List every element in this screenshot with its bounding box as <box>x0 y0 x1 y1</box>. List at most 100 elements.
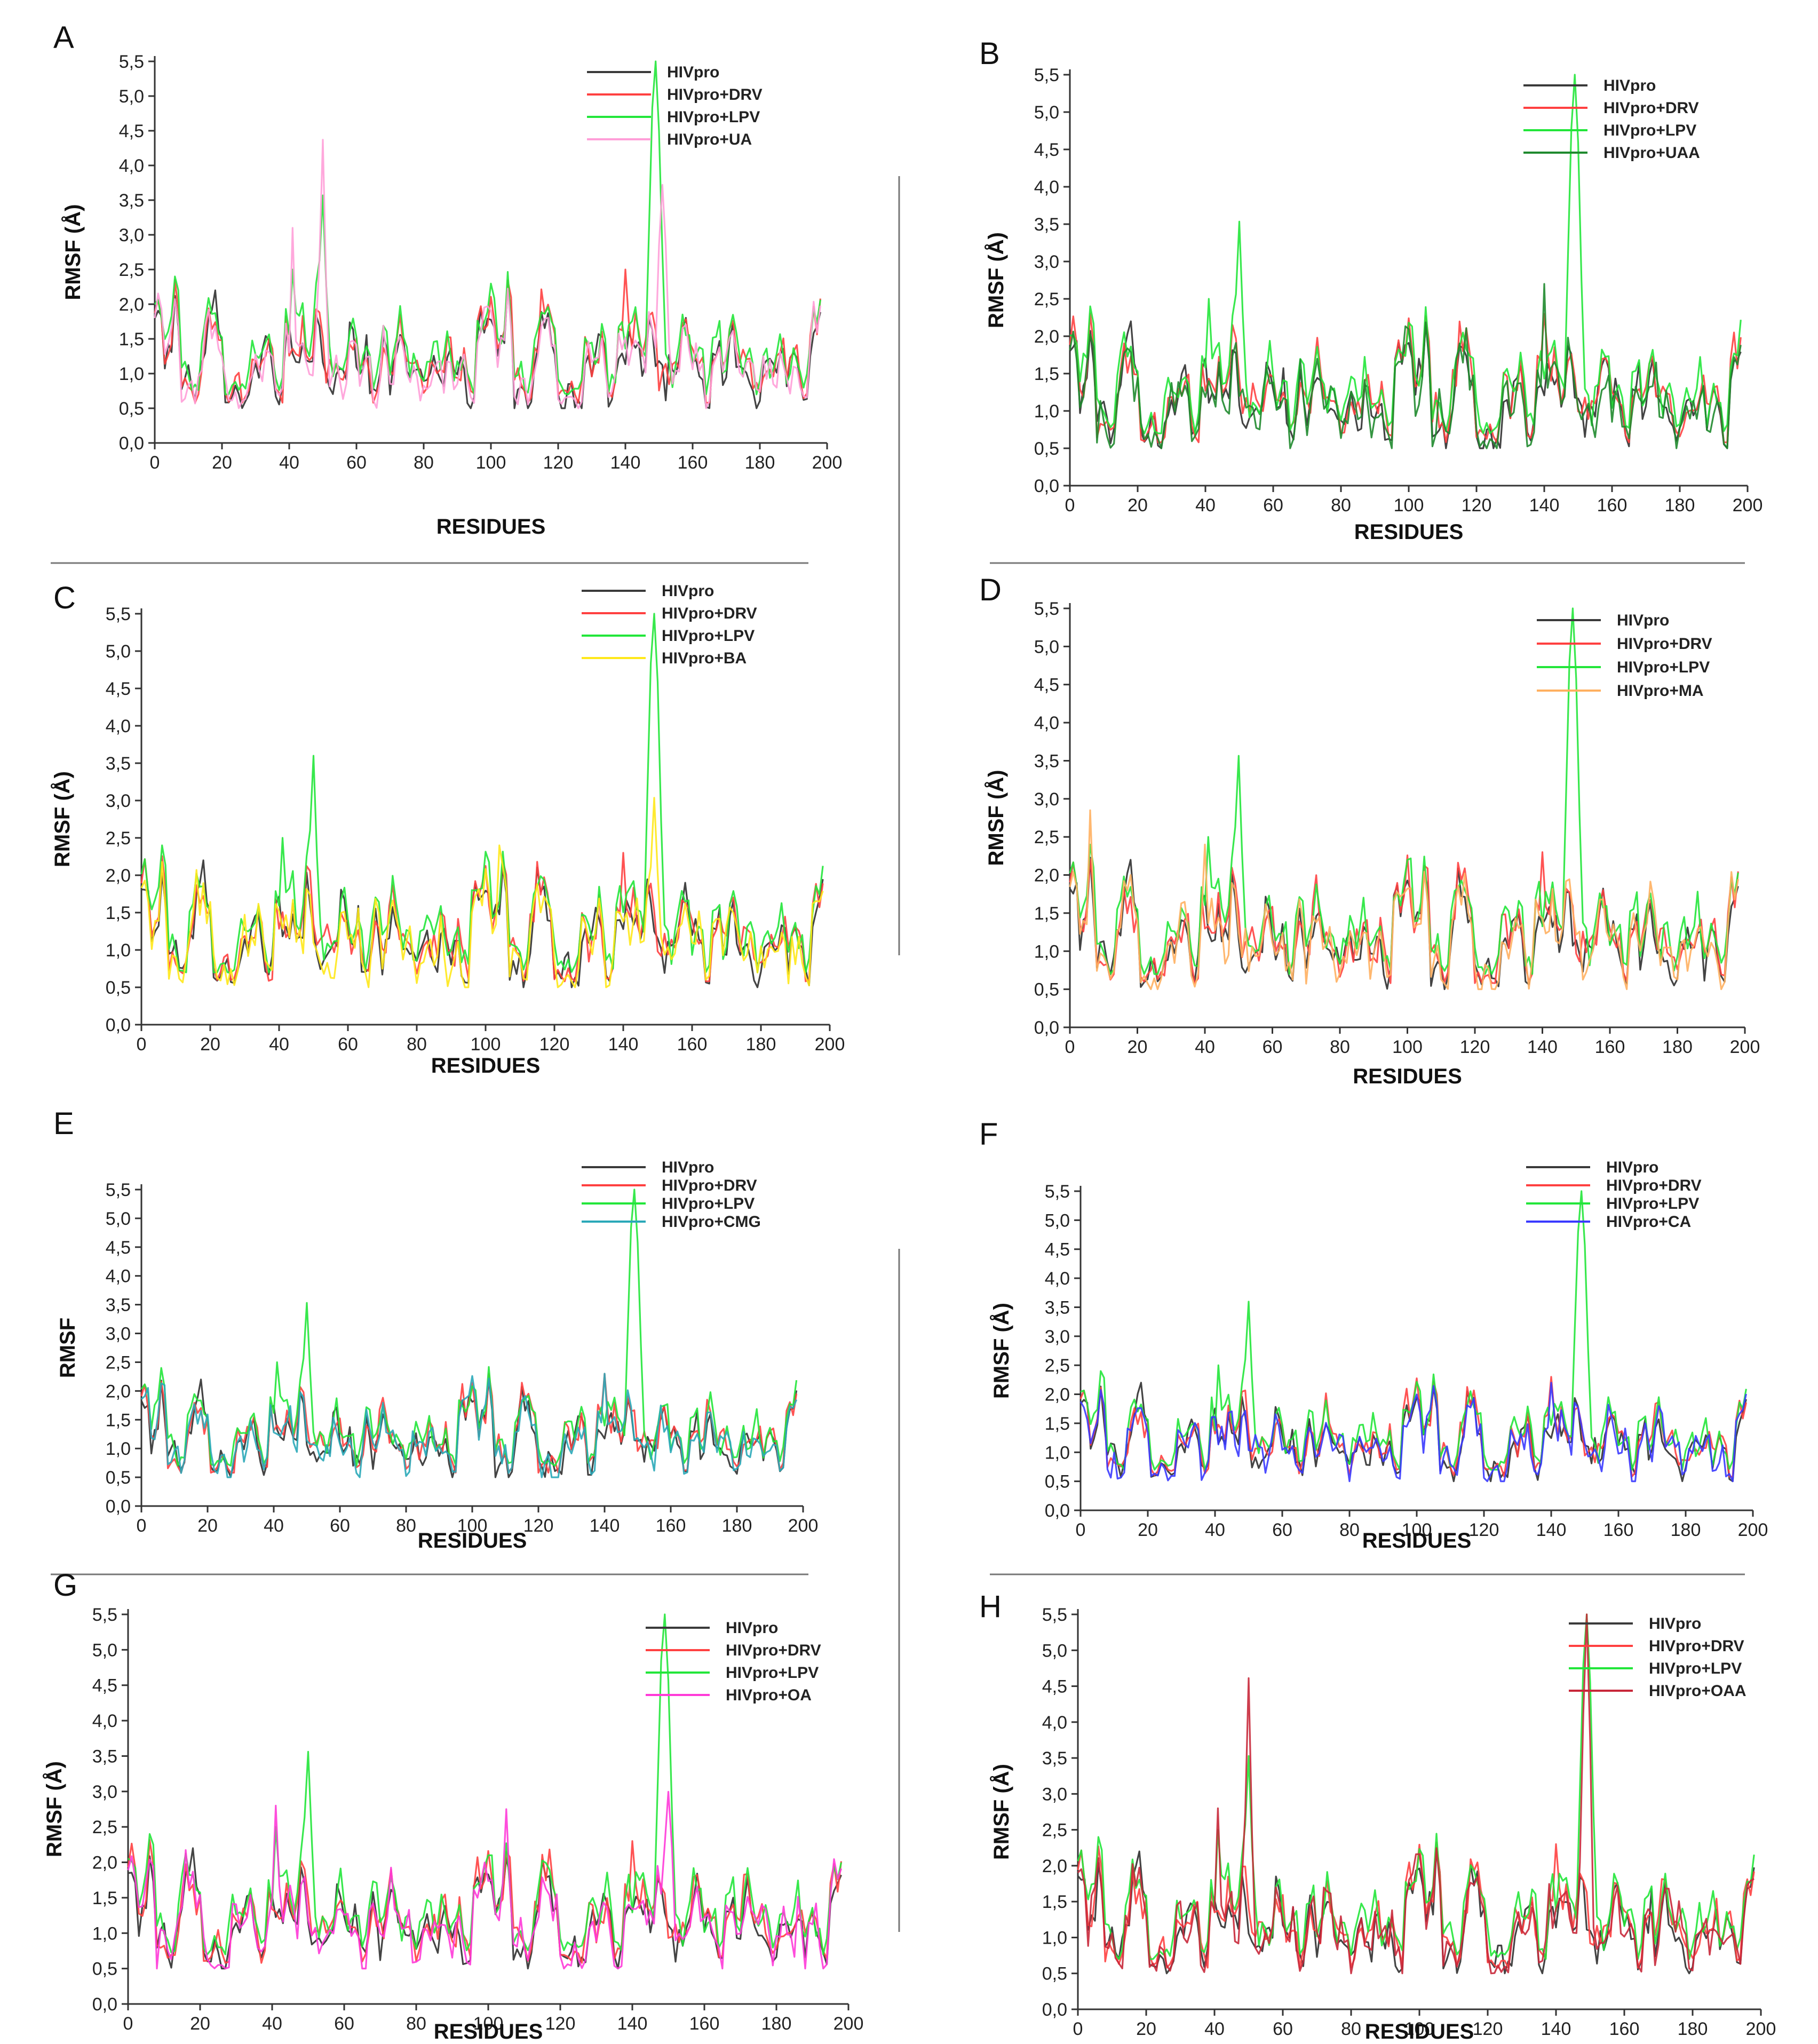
legend-label: HIVpro+DRV <box>662 1177 757 1194</box>
x-tick-label: 160 <box>656 1516 686 1536</box>
x-tick-label: 140 <box>1529 495 1560 516</box>
x-tick-label: 80 <box>406 2014 426 2034</box>
panel-E: E 0 20 40 60 80 100 120 140 160 180 200 0,0 0,5 1,0 1,5… <box>53 1106 818 1552</box>
y-tick-label: 4,5 <box>106 1238 131 1258</box>
x-tick-label: 80 <box>407 1034 427 1055</box>
legend-label: HIVpro+UAA <box>1603 144 1700 162</box>
y-tick-label: 3,5 <box>92 1746 117 1766</box>
y-tick-label: 0,0 <box>1042 2000 1067 2020</box>
y-tick-label: 0,5 <box>1042 1964 1067 1984</box>
x-tick-label: 160 <box>677 1034 708 1055</box>
legend-label: HIVpro <box>1649 1615 1701 1633</box>
x-tick-label: 200 <box>1733 495 1763 516</box>
y-tick-label: 5,5 <box>106 1180 131 1200</box>
y-tick-label: 5,0 <box>1034 637 1059 657</box>
legend-label: HIVpro+OA <box>726 1686 812 1704</box>
legend-label: HIVpro+DRV <box>1603 99 1699 117</box>
x-axis-title: RESIDUES <box>418 1529 527 1552</box>
x-tick-label: 80 <box>1339 1520 1360 1540</box>
x-tick-label: 100 <box>1392 1037 1423 1057</box>
x-tick-label: 40 <box>262 2014 282 2034</box>
y-tick-label: 0,0 <box>1045 1501 1070 1521</box>
panel-B: B 0 20 40 60 80 100 120 140 160 180 200 0,0 0,5 1,0 1,5… <box>979 36 1763 544</box>
x-tick-label: 100 <box>1404 2019 1435 2039</box>
y-tick-label: 2,0 <box>92 1853 117 1873</box>
y-tick-label: 2,0 <box>1034 866 1059 886</box>
x-tick-label: 0 <box>150 453 160 473</box>
y-tick-label: 5,0 <box>106 1209 131 1229</box>
series-line-hivpro-ma <box>1069 809 1739 991</box>
y-tick-label: 5,5 <box>92 1605 117 1625</box>
series-line-hivpro-oaa <box>1077 1613 1755 1975</box>
y-tick-label: 2,0 <box>106 866 131 886</box>
x-tick-label: 80 <box>1330 1037 1350 1057</box>
legend-label: HIVpro+DRV <box>1617 635 1712 653</box>
y-tick-label: 3,5 <box>106 754 131 774</box>
x-tick-label: 180 <box>745 453 775 473</box>
y-tick-label: 0,5 <box>1034 439 1059 459</box>
x-tick-label: 0 <box>137 1516 147 1536</box>
y-tick-label: 3,0 <box>106 1324 131 1344</box>
legend-label: HIVpro+LPV <box>662 627 755 645</box>
x-tick-label: 200 <box>1738 1520 1768 1540</box>
y-tick-label: 2,0 <box>1042 1856 1067 1876</box>
legend-label: HIVpro <box>1603 77 1656 94</box>
y-axis-title: RMSF (Å) <box>984 770 1008 866</box>
x-tick-label: 60 <box>1263 1037 1283 1057</box>
x-axis-title: RESIDUES <box>1365 2020 1474 2043</box>
x-tick-label: 60 <box>1263 495 1283 516</box>
y-tick-label: 3,5 <box>119 191 144 211</box>
x-tick-label: 40 <box>269 1034 289 1055</box>
y-tick-label: 1,0 <box>1045 1443 1070 1463</box>
legend-label: HIVpro+DRV <box>662 605 757 622</box>
y-axis-title: RMSF (Å) <box>42 1761 66 1857</box>
x-axis-title: RESIDUES <box>1362 1529 1472 1552</box>
y-tick-label: 3,5 <box>1042 1748 1067 1769</box>
x-tick-label: 140 <box>590 1516 620 1536</box>
y-axis-title: RMSF (Å) <box>984 232 1008 328</box>
y-tick-label: 1,5 <box>1045 1414 1070 1434</box>
y-axis-title: RMSF (Å) <box>50 771 74 867</box>
legend-label: HIVpro <box>1617 612 1669 629</box>
x-tick-label: 40 <box>1195 495 1216 516</box>
series-line-hivpro-ba <box>140 797 824 988</box>
x-tick-label: 180 <box>761 2014 792 2034</box>
x-tick-label: 80 <box>1341 2019 1361 2039</box>
y-tick-label: 3,5 <box>1034 751 1059 771</box>
series-line-hivpro-cmg <box>140 1373 798 1478</box>
x-tick-label: 140 <box>1536 1520 1567 1540</box>
x-tick-label: 80 <box>396 1516 416 1536</box>
x-tick-label: 180 <box>1665 495 1695 516</box>
y-tick-label: 4,5 <box>1045 1240 1070 1260</box>
x-axis-title: RESIDUES <box>1354 520 1464 544</box>
x-tick-label: 160 <box>1595 1037 1625 1057</box>
x-tick-label: 60 <box>338 1034 358 1055</box>
y-tick-label: 0,5 <box>106 1468 131 1488</box>
y-tick-label: 3,0 <box>1034 789 1059 810</box>
y-tick-label: 1,0 <box>1034 941 1059 962</box>
legend-label: HIVpro+LPV <box>1649 1660 1742 1677</box>
y-tick-label: 1,0 <box>92 1923 117 1944</box>
y-tick-label: 0,5 <box>1045 1472 1070 1492</box>
legend-label: HIVpro+LPV <box>1606 1195 1699 1213</box>
y-tick-label: 2,5 <box>1045 1356 1070 1376</box>
y-tick-label: 3,0 <box>1042 1784 1067 1804</box>
legend-label: HIVpro+CA <box>1606 1213 1691 1231</box>
x-tick-label: 180 <box>722 1516 752 1536</box>
x-tick-label: 100 <box>1402 1520 1432 1540</box>
x-tick-label: 20 <box>1138 1520 1158 1540</box>
y-tick-label: 4,0 <box>119 156 144 176</box>
x-tick-label: 20 <box>190 2014 210 2034</box>
series-line-hivpro-lpv <box>1077 1613 1755 1960</box>
x-tick-label: 60 <box>330 1516 350 1536</box>
legend-label: HIVpro <box>662 582 714 600</box>
legend-label: HIVpro <box>662 1159 714 1176</box>
y-tick-label: 0,0 <box>92 1994 117 2015</box>
panel-A: A 0 20 40 60 80 100 120 140 160 180 200 0,0 0,5 1,0 1,5… <box>53 20 842 538</box>
x-tick-label: 0 <box>123 2014 133 2034</box>
x-tick-label: 60 <box>1273 2019 1293 2039</box>
y-tick-label: 4,0 <box>1045 1269 1070 1289</box>
y-tick-label: 2,5 <box>106 828 131 849</box>
legend-label: HIVpro+LPV <box>667 108 760 126</box>
legend-label: HIVpro+DRV <box>1649 1637 1744 1655</box>
